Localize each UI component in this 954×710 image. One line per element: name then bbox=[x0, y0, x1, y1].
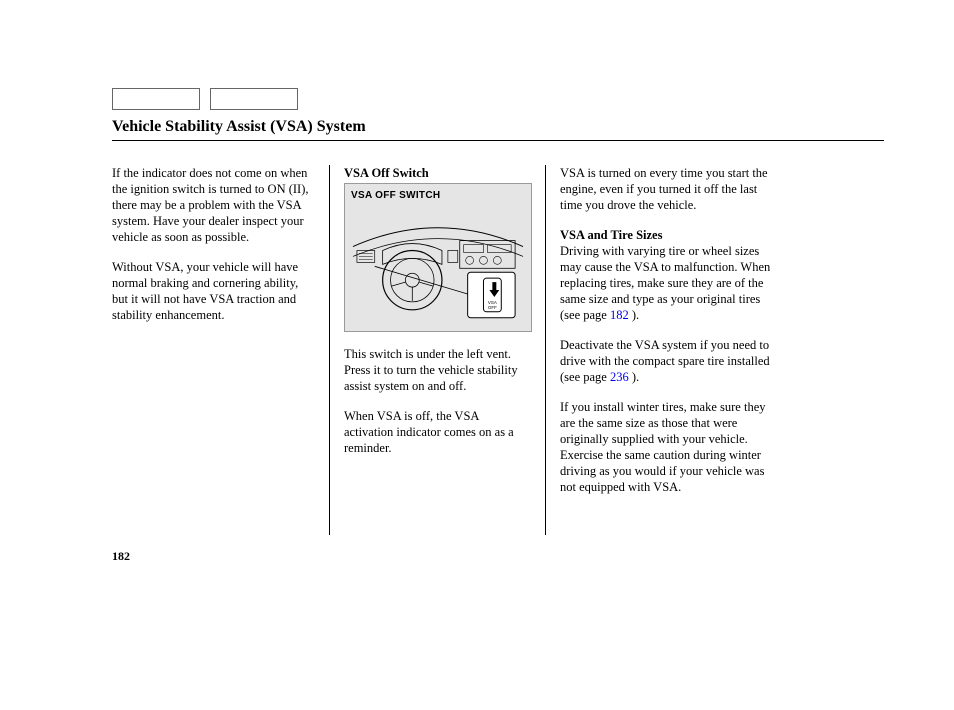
figure-label: VSA OFF SWITCH bbox=[351, 190, 525, 203]
col3-p3a: Deactivate the VSA system if you need to… bbox=[560, 338, 770, 384]
col1-p2: Without VSA, your vehicle will have norm… bbox=[112, 259, 315, 323]
top-nav-boxes bbox=[112, 88, 884, 110]
dashboard-illustration: VSA OFF bbox=[351, 207, 525, 324]
col3-p2: VSA and Tire Sizes Driving with varying … bbox=[560, 227, 774, 323]
page-link-236[interactable]: 236 bbox=[610, 370, 629, 384]
manual-page: Vehicle Stability Assist (VSA) System If… bbox=[0, 0, 954, 710]
col3-p1: VSA is turned on every time you start th… bbox=[560, 165, 774, 213]
column-1: If the indicator does not come on when t… bbox=[112, 165, 330, 535]
page-link-182[interactable]: 182 bbox=[610, 308, 629, 322]
nav-box-1[interactable] bbox=[112, 88, 200, 110]
column-3: VSA is turned on every time you start th… bbox=[546, 165, 774, 535]
col3-p3: Deactivate the VSA system if you need to… bbox=[560, 337, 774, 385]
vsa-off-switch-figure: VSA OFF SWITCH bbox=[344, 183, 532, 332]
col3-p2b: ). bbox=[629, 308, 639, 322]
column-2: VSA Off Switch VSA OFF SWITCH bbox=[330, 165, 546, 535]
svg-text:OFF: OFF bbox=[488, 305, 497, 310]
col1-p1: If the indicator does not come on when t… bbox=[112, 165, 315, 245]
nav-box-2[interactable] bbox=[210, 88, 298, 110]
page-number: 182 bbox=[112, 549, 130, 564]
col2-p1: This switch is under the left vent. Pres… bbox=[344, 346, 531, 394]
content-columns: If the indicator does not come on when t… bbox=[112, 165, 884, 535]
vsa-off-switch-heading: VSA Off Switch bbox=[344, 165, 531, 181]
col3-p2a: Driving with varying tire or wheel sizes… bbox=[560, 244, 770, 322]
page-title: Vehicle Stability Assist (VSA) System bbox=[112, 118, 884, 136]
col2-p2: When VSA is off, the VSA activation indi… bbox=[344, 408, 531, 456]
title-row: Vehicle Stability Assist (VSA) System bbox=[112, 118, 884, 141]
vsa-tire-sizes-heading: VSA and Tire Sizes bbox=[560, 228, 662, 242]
col3-p4: If you install winter tires, make sure t… bbox=[560, 399, 774, 495]
col3-p3b: ). bbox=[629, 370, 639, 384]
